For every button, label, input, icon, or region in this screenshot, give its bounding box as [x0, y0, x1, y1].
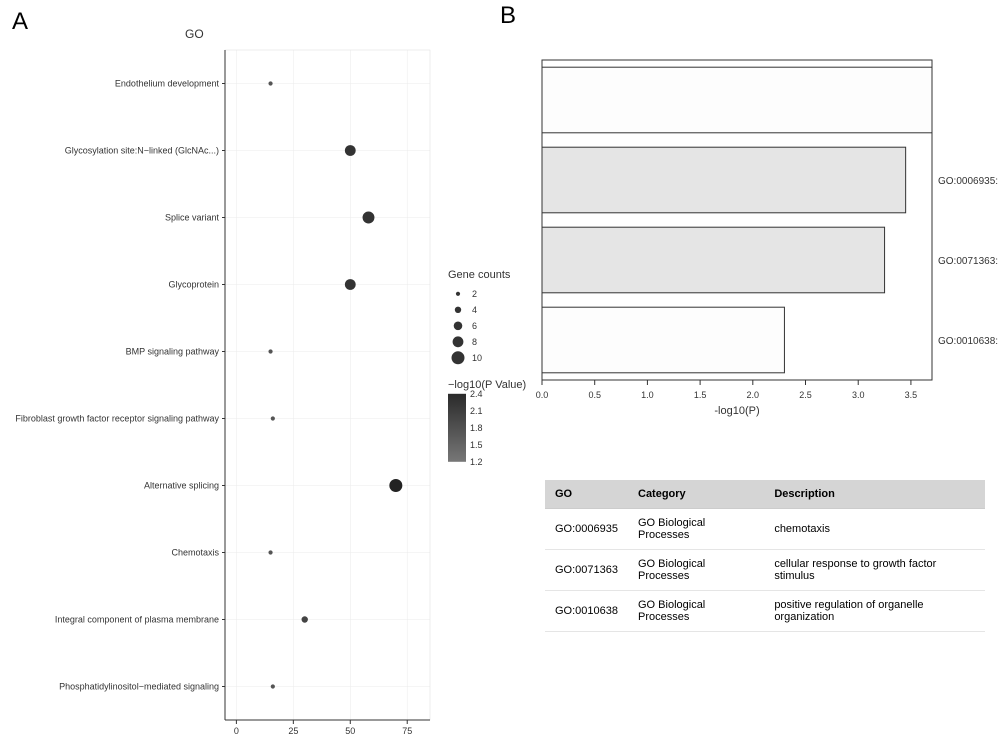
- bar: [542, 307, 784, 373]
- table-cell: GO:0006935: [545, 509, 628, 550]
- bar: [542, 227, 885, 293]
- table-cell: GO:0071363: [545, 550, 628, 591]
- go-description-table: GOCategoryDescriptionGO:0006935GO Biolog…: [545, 480, 985, 632]
- svg-text:1.2: 1.2: [470, 457, 483, 467]
- svg-text:Phosphatidylinositol−mediated: Phosphatidylinositol−mediated signaling: [59, 682, 219, 692]
- svg-text:Chemotaxis: Chemotaxis: [171, 548, 219, 558]
- go-table: GOCategoryDescriptionGO:0006935GO Biolog…: [545, 480, 985, 632]
- table-header: Category: [628, 480, 764, 509]
- svg-text:3.0: 3.0: [852, 390, 865, 400]
- svg-text:25: 25: [288, 726, 298, 736]
- table-cell: chemotaxis: [764, 509, 985, 550]
- svg-text:0.5: 0.5: [588, 390, 601, 400]
- go-barplot: GO:0006935: GO:0071363: GO:0010638: 0.0 0.5 1…: [0, 0, 1000, 440]
- table-cell: GO Biological Processes: [628, 550, 764, 591]
- svg-text:0: 0: [234, 726, 239, 736]
- svg-text:GO:0071363:: GO:0071363:: [938, 256, 998, 267]
- svg-text:1.0: 1.0: [641, 390, 654, 400]
- bar: [542, 147, 906, 213]
- svg-text:1.5: 1.5: [694, 390, 707, 400]
- svg-text:Integral component of plasma m: Integral component of plasma membrane: [55, 615, 219, 625]
- svg-text:0.0: 0.0: [536, 390, 549, 400]
- svg-text:GO:0010638:: GO:0010638:: [938, 336, 998, 347]
- svg-text:3.5: 3.5: [905, 390, 918, 400]
- svg-text:1.5: 1.5: [470, 440, 483, 450]
- dot-point: [268, 550, 272, 554]
- dot-point: [302, 616, 308, 622]
- table-cell: positive regulation of organelle organiz…: [764, 591, 985, 632]
- dot-point: [389, 479, 402, 492]
- table-cell: cellular response to growth factor stimu…: [764, 550, 985, 591]
- table-row: GO:0071363GO Biological Processescellula…: [545, 550, 985, 591]
- dot-point: [271, 684, 275, 688]
- table-header: Description: [764, 480, 985, 509]
- svg-text:-log10(P): -log10(P): [714, 405, 759, 417]
- svg-text:2.5: 2.5: [799, 390, 812, 400]
- bar: [542, 67, 932, 133]
- table-header: GO: [545, 480, 628, 509]
- table-cell: GO Biological Processes: [628, 509, 764, 550]
- table-row: GO:0010638GO Biological Processespositiv…: [545, 591, 985, 632]
- svg-text:50: 50: [345, 726, 355, 736]
- table-row: GO:0006935GO Biological Processeschemota…: [545, 509, 985, 550]
- svg-text:GO:0006935:: GO:0006935:: [938, 176, 998, 187]
- table-cell: GO Biological Processes: [628, 591, 764, 632]
- svg-text:75: 75: [402, 726, 412, 736]
- svg-text:Alternative splicing: Alternative splicing: [144, 481, 219, 491]
- table-cell: GO:0010638: [545, 591, 628, 632]
- svg-text:2.0: 2.0: [747, 390, 760, 400]
